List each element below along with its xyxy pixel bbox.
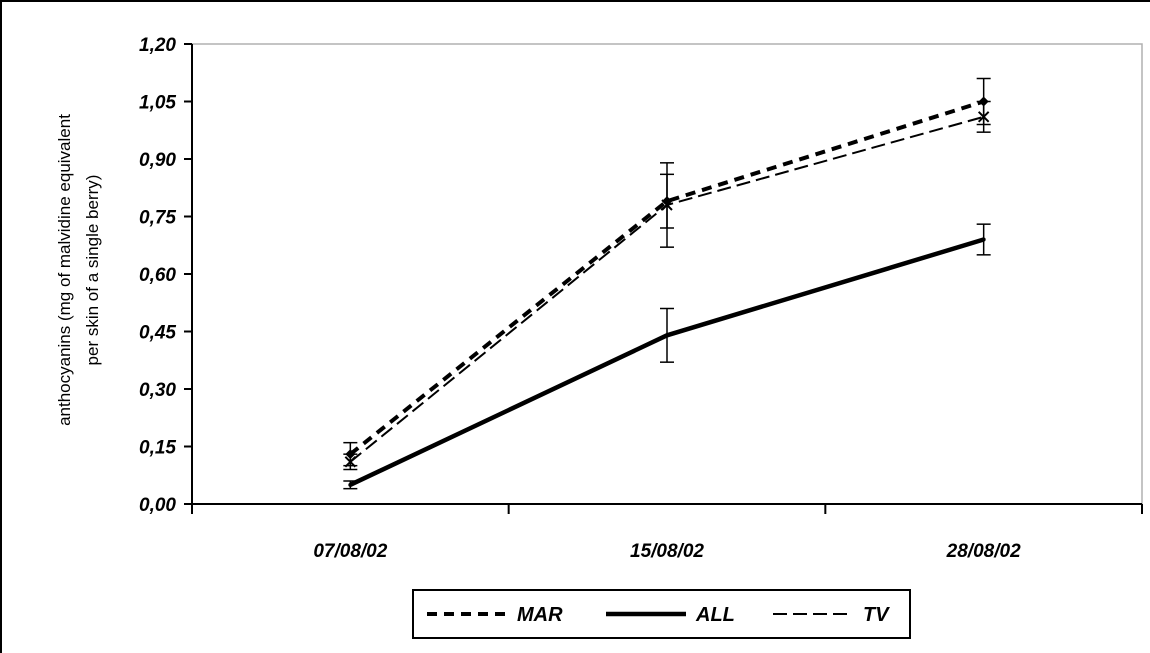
legend-label-all: ALL: [695, 604, 735, 626]
data-point: [348, 482, 353, 487]
series-all: [343, 223, 991, 490]
plot-border: [191, 43, 1143, 505]
data-point: [981, 237, 986, 242]
y-tick-label: 0,60: [139, 265, 176, 286]
series-group: [343, 77, 991, 490]
x-tick-label: 28/08/02: [946, 541, 1021, 562]
y-ticks: 0,00 0,15 0,30 0,45 0,60 0,75 0,90 1,05 1,20: [139, 35, 192, 516]
series-mar: [343, 77, 991, 467]
y-tick-label: 0,75: [139, 208, 176, 229]
y-tick-label: 1,05: [139, 93, 176, 114]
y-tick-label: 0,90: [139, 150, 176, 171]
x-tick-label: 07/08/02: [313, 541, 387, 562]
x-ticks: 07/08/02 15/08/02 28/08/02: [191, 504, 1143, 562]
y-axis-label-line-2: per skin of a single berry): [83, 175, 102, 366]
x-tick-label: 15/08/02: [630, 541, 704, 562]
y-tick-label: 0,30: [139, 380, 176, 401]
y-tick-label: 0,00: [139, 495, 176, 516]
data-point: [344, 456, 357, 468]
data-point: [665, 333, 669, 338]
y-axis-label-line-1: anthocyanins (mg of malvidine equivalent: [55, 114, 74, 426]
data-point: [661, 199, 673, 211]
series-tv: [343, 100, 991, 471]
plot-area: [191, 43, 1143, 505]
legend: MAR ALL TV: [412, 589, 911, 639]
legend-label-tv: TV: [863, 604, 890, 626]
series-line-mar: [349, 99, 985, 456]
y-tick-label: 1,20: [139, 35, 176, 56]
y-tick-label: 0,15: [139, 438, 176, 459]
y-tick-label: 0,45: [139, 323, 176, 344]
legend-label-mar: MAR: [517, 604, 563, 626]
data-point: [977, 111, 990, 123]
y-axis-label: anthocyanins (mg of malvidine equivalent…: [55, 114, 102, 426]
